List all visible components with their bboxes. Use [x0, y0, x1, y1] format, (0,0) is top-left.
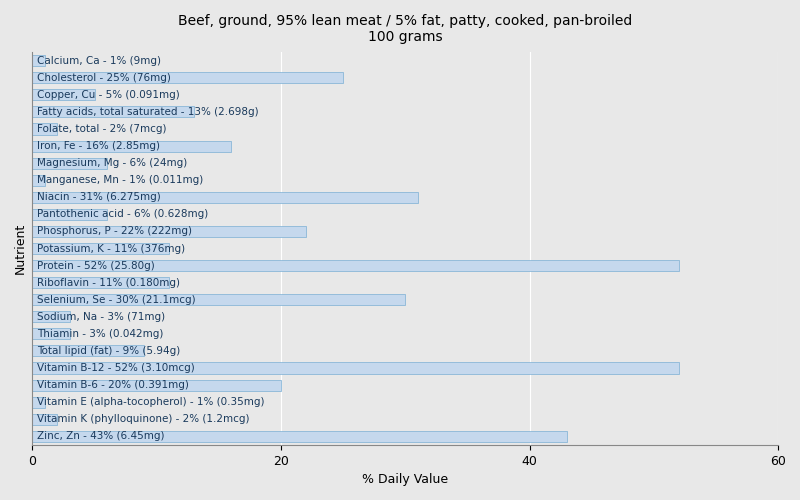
Bar: [33, 226, 306, 237]
Text: Vitamin B-12 - 52% (3.10mcg): Vitamin B-12 - 52% (3.10mcg): [38, 363, 195, 373]
X-axis label: % Daily Value: % Daily Value: [362, 473, 448, 486]
Bar: [33, 209, 107, 220]
Bar: [33, 430, 567, 442]
Bar: [33, 192, 418, 203]
Bar: [33, 380, 281, 390]
Text: Zinc, Zn - 43% (6.45mg): Zinc, Zn - 43% (6.45mg): [38, 432, 165, 442]
Bar: [33, 294, 406, 306]
Bar: [33, 312, 70, 322]
Text: Copper, Cu - 5% (0.091mg): Copper, Cu - 5% (0.091mg): [38, 90, 180, 100]
Bar: [33, 174, 45, 186]
Text: Selenium, Se - 30% (21.1mcg): Selenium, Se - 30% (21.1mcg): [38, 294, 196, 304]
Bar: [33, 106, 194, 118]
Text: Pantothenic acid - 6% (0.628mg): Pantothenic acid - 6% (0.628mg): [38, 210, 209, 220]
Bar: [33, 260, 678, 271]
Bar: [33, 90, 94, 101]
Text: Protein - 52% (25.80g): Protein - 52% (25.80g): [38, 260, 155, 270]
Text: Potassium, K - 11% (376mg): Potassium, K - 11% (376mg): [38, 244, 186, 254]
Text: Vitamin E (alpha-tocopherol) - 1% (0.35mg): Vitamin E (alpha-tocopherol) - 1% (0.35m…: [38, 397, 265, 407]
Y-axis label: Nutrient: Nutrient: [14, 223, 27, 274]
Bar: [33, 396, 45, 407]
Bar: [33, 328, 70, 340]
Bar: [33, 124, 58, 134]
Bar: [33, 243, 169, 254]
Text: Total lipid (fat) - 9% (5.94g): Total lipid (fat) - 9% (5.94g): [38, 346, 181, 356]
Text: Vitamin B-6 - 20% (0.391mg): Vitamin B-6 - 20% (0.391mg): [38, 380, 190, 390]
Text: Folate, total - 2% (7mcg): Folate, total - 2% (7mcg): [38, 124, 167, 134]
Text: Riboflavin - 11% (0.180mg): Riboflavin - 11% (0.180mg): [38, 278, 181, 287]
Bar: [33, 346, 144, 356]
Bar: [33, 158, 107, 168]
Text: Niacin - 31% (6.275mg): Niacin - 31% (6.275mg): [38, 192, 161, 202]
Text: Cholesterol - 25% (76mg): Cholesterol - 25% (76mg): [38, 73, 171, 83]
Text: Magnesium, Mg - 6% (24mg): Magnesium, Mg - 6% (24mg): [38, 158, 188, 168]
Bar: [33, 277, 169, 288]
Text: Iron, Fe - 16% (2.85mg): Iron, Fe - 16% (2.85mg): [38, 141, 161, 151]
Text: Vitamin K (phylloquinone) - 2% (1.2mcg): Vitamin K (phylloquinone) - 2% (1.2mcg): [38, 414, 250, 424]
Text: Calcium, Ca - 1% (9mg): Calcium, Ca - 1% (9mg): [38, 56, 162, 66]
Bar: [33, 140, 231, 151]
Title: Beef, ground, 95% lean meat / 5% fat, patty, cooked, pan-broiled
100 grams: Beef, ground, 95% lean meat / 5% fat, pa…: [178, 14, 633, 44]
Bar: [33, 362, 678, 374]
Text: Fatty acids, total saturated - 13% (2.698g): Fatty acids, total saturated - 13% (2.69…: [38, 107, 259, 117]
Text: Sodium, Na - 3% (71mg): Sodium, Na - 3% (71mg): [38, 312, 166, 322]
Bar: [33, 55, 45, 66]
Text: Phosphorus, P - 22% (222mg): Phosphorus, P - 22% (222mg): [38, 226, 193, 236]
Bar: [33, 414, 58, 425]
Text: Thiamin - 3% (0.042mg): Thiamin - 3% (0.042mg): [38, 329, 164, 339]
Bar: [33, 72, 343, 84]
Text: Manganese, Mn - 1% (0.011mg): Manganese, Mn - 1% (0.011mg): [38, 175, 204, 185]
